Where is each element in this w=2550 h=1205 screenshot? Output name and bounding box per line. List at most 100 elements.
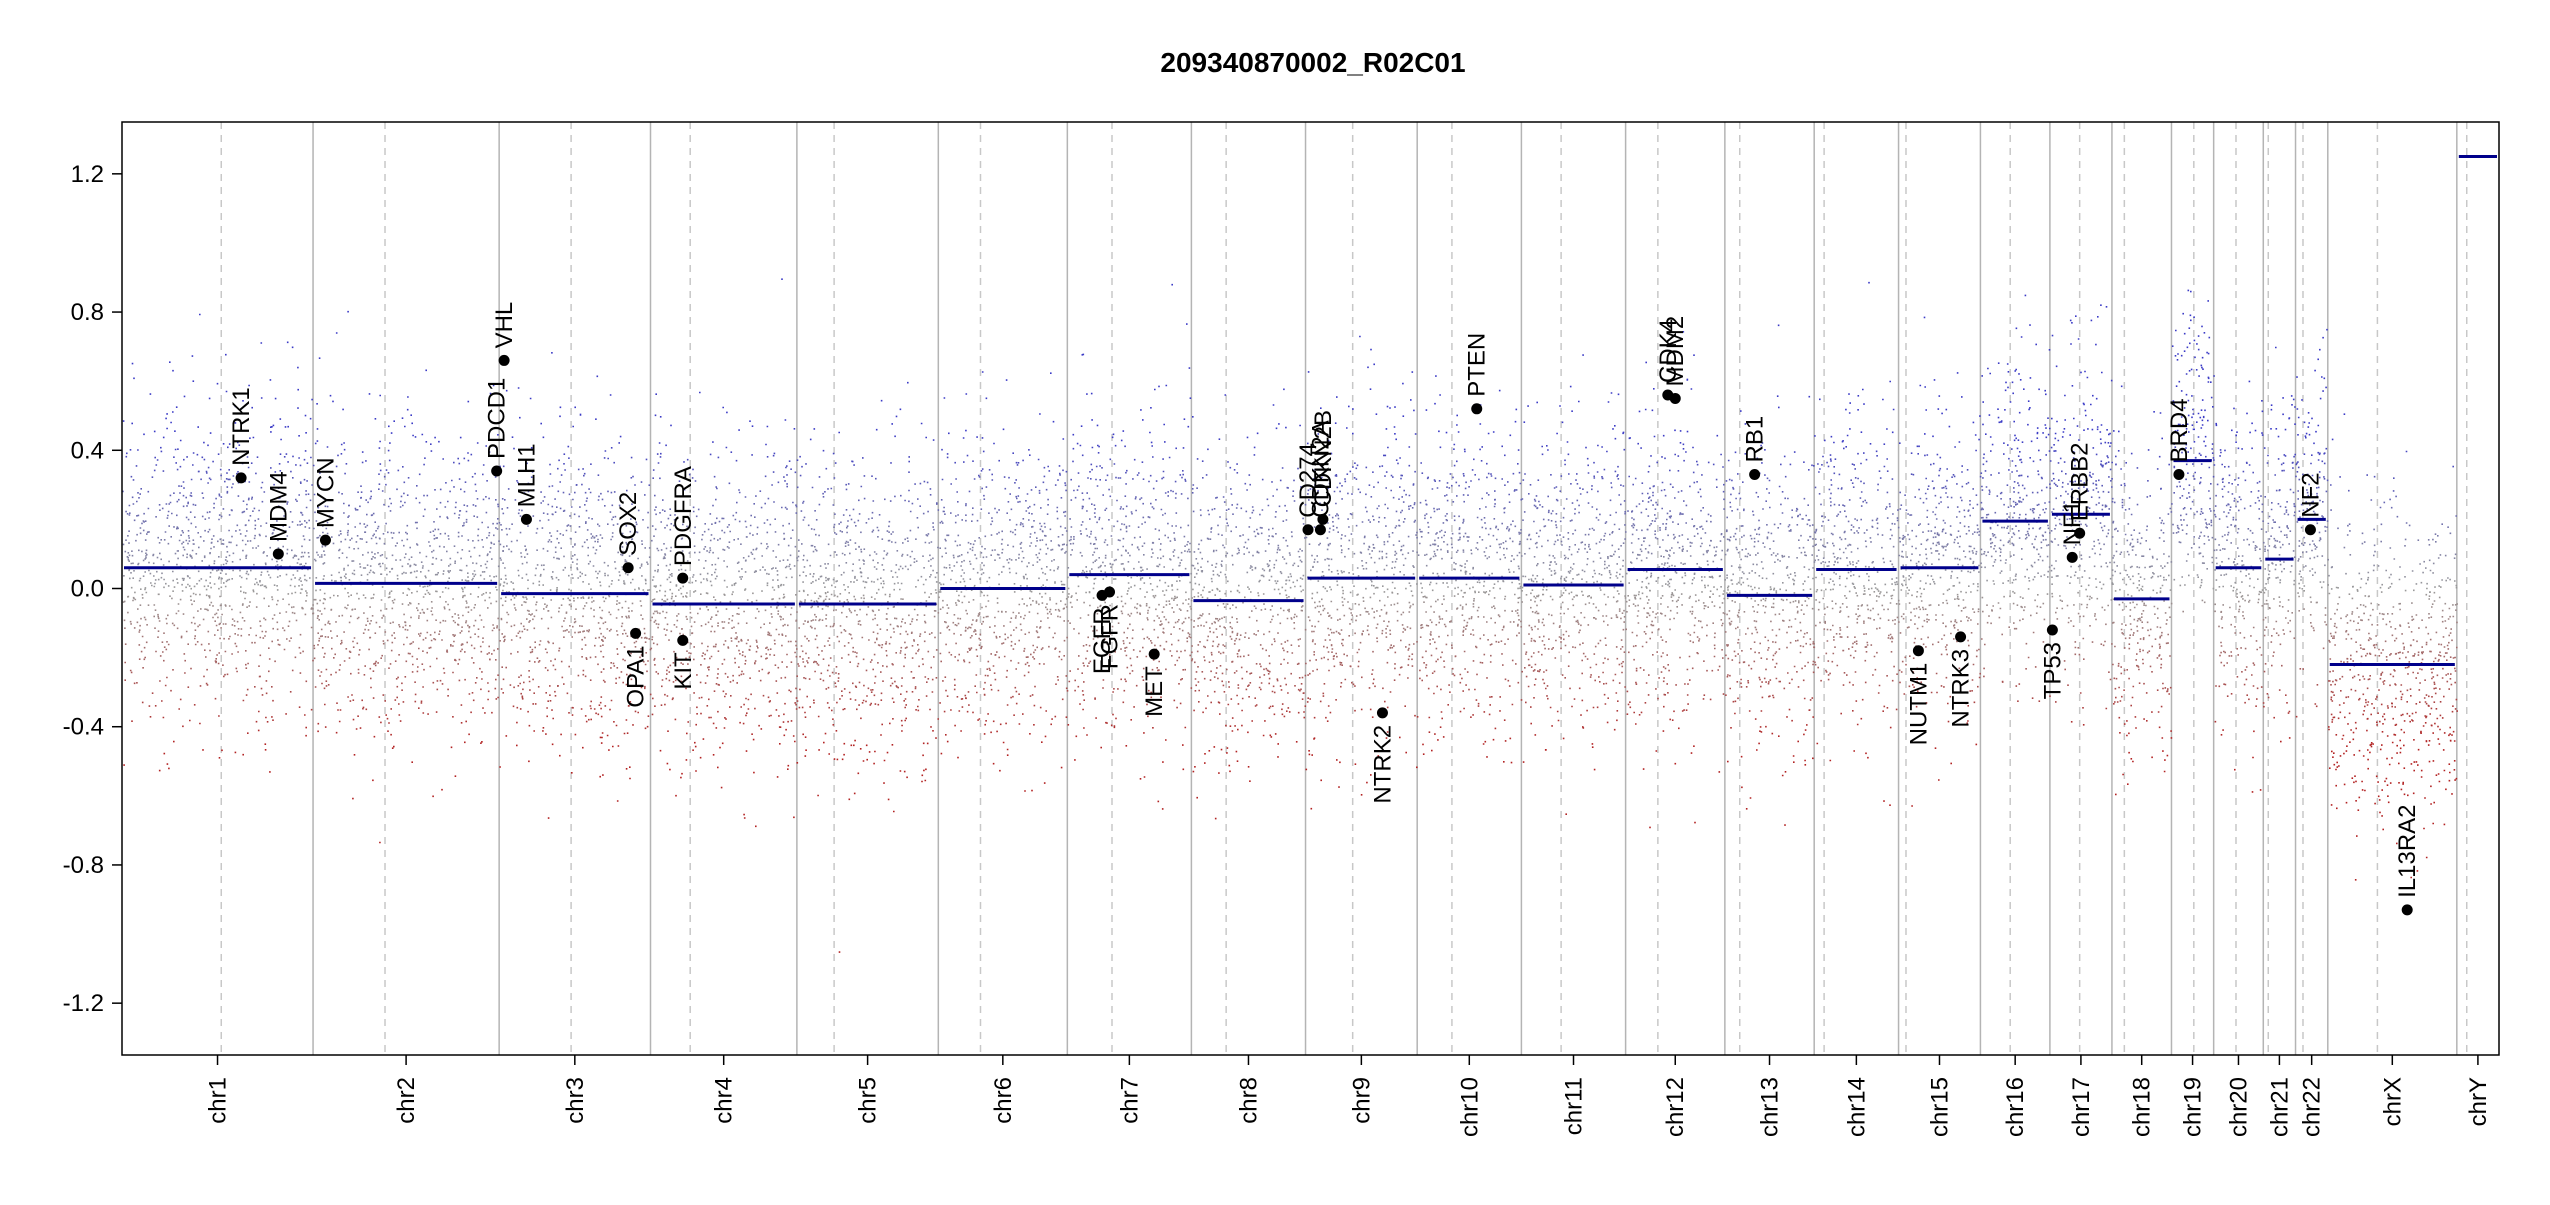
gene-point	[2074, 527, 2086, 539]
probe-points	[172, 668, 2433, 672]
y-tick-label: -0.4	[63, 714, 104, 741]
y-tick-label: 0.4	[71, 437, 104, 464]
probe-points	[166, 621, 2458, 625]
probe-points	[246, 606, 2433, 609]
x-tick-label: chr7	[1116, 1077, 1143, 1124]
gene-point	[677, 572, 689, 584]
probe-points	[794, 739, 2456, 743]
probe-points	[144, 656, 2456, 660]
x-tick-label: chr15	[1926, 1077, 1953, 1137]
probe-points	[141, 593, 2428, 596]
chart-title: 209340870002_R02C01	[1160, 47, 1465, 78]
y-tick-label: 0.0	[71, 576, 104, 603]
probe-points	[218, 651, 2448, 655]
probe-points	[177, 602, 2459, 605]
probe-points	[178, 484, 2226, 488]
probe-points	[131, 720, 2412, 723]
probe-points	[182, 545, 2318, 549]
probe-points	[128, 569, 2375, 572]
x-tick-label: chr8	[1235, 1077, 1262, 1124]
probe-points	[127, 533, 2439, 537]
probe-points	[279, 469, 2283, 472]
probe-points	[136, 499, 2321, 503]
y-tick-label: -1.2	[63, 990, 104, 1017]
probe-points	[182, 725, 2439, 729]
x-tick-label: chrY	[2465, 1077, 2492, 1126]
probe-points	[128, 530, 2327, 532]
gene-point	[520, 513, 532, 525]
probe-points	[124, 626, 2447, 630]
gene-label: CD274	[1295, 443, 1322, 518]
probe-points	[310, 708, 1898, 712]
probe-points	[232, 482, 2332, 486]
probe-points	[412, 433, 2311, 437]
x-tick-label: chr22	[2299, 1077, 2326, 1137]
probe-points	[422, 711, 2417, 714]
probe-points	[139, 492, 2318, 496]
probe-points	[143, 646, 2458, 649]
probe-points	[240, 628, 2452, 631]
gene-point	[2401, 904, 2413, 916]
probe-points	[182, 480, 2261, 483]
probe-points	[390, 733, 2453, 736]
probe-points	[224, 673, 2448, 677]
probe-points	[151, 691, 2437, 695]
probe-points	[162, 470, 2321, 473]
probe-points	[127, 558, 2431, 562]
probe-points	[129, 620, 2444, 624]
x-tick-label: chr21	[2266, 1077, 2293, 1137]
probe-points	[178, 707, 2457, 710]
probe-points	[141, 700, 2442, 704]
gene-label: EGFR	[1089, 607, 1116, 674]
gene-point	[1749, 468, 1761, 480]
gene-label: MLH1	[513, 443, 540, 507]
probe-points	[347, 695, 2445, 699]
plot-frame	[121, 121, 2500, 1056]
probe-points	[215, 660, 2435, 664]
probe-points	[175, 461, 2326, 465]
chromosome-divider-layer	[220, 122, 2468, 1055]
gene-point	[272, 548, 284, 560]
probe-points	[128, 553, 2457, 557]
x-tick-label: chr12	[1662, 1077, 1689, 1137]
probe-points	[495, 526, 2303, 529]
x-tick-label: chr18	[2129, 1077, 2156, 1137]
gene-label: MDM4	[265, 471, 292, 542]
probe-points	[183, 486, 2320, 490]
gene-point	[1314, 524, 1326, 536]
gene-markers-layer: NTRK1 MDM4 MYCN PDCD1 VHL MLH1 SOX2 OPA1 PDGFRA K…	[228, 302, 2421, 916]
probe-points	[159, 509, 2332, 513]
gene-point	[235, 472, 247, 484]
probe-points	[143, 616, 2433, 620]
probe-points	[132, 478, 2329, 482]
gene-point	[2304, 524, 2316, 536]
gene-point	[677, 634, 689, 646]
x-tick-label: chr11	[1561, 1077, 1588, 1135]
probe-points	[388, 459, 1730, 462]
gene-label: SOX2	[615, 492, 642, 556]
probe-points	[146, 530, 2321, 534]
probe-points	[131, 496, 2266, 500]
gene-point	[1104, 586, 1116, 598]
probe-points	[145, 641, 2450, 644]
probe-points	[163, 631, 2452, 635]
probe-points	[139, 527, 2375, 531]
gene-point	[2066, 551, 2078, 563]
probe-points	[132, 502, 2311, 506]
probe-points	[127, 551, 2202, 555]
probe-points	[182, 540, 2437, 544]
probe-points	[355, 728, 2441, 731]
gene-label: CDKN2B	[1310, 410, 1337, 507]
probe-points	[139, 532, 2452, 536]
gene-label: BRD4	[2166, 398, 2193, 462]
probe-points	[129, 448, 2226, 452]
probe-points	[298, 434, 2307, 437]
probe-points	[168, 523, 2411, 528]
probe-points	[353, 547, 2317, 550]
probe-points	[130, 586, 2458, 590]
gene-label: MET	[1141, 666, 1168, 717]
probe-points	[258, 709, 2458, 713]
probe-points	[136, 681, 2456, 684]
probe-points	[130, 622, 2388, 626]
